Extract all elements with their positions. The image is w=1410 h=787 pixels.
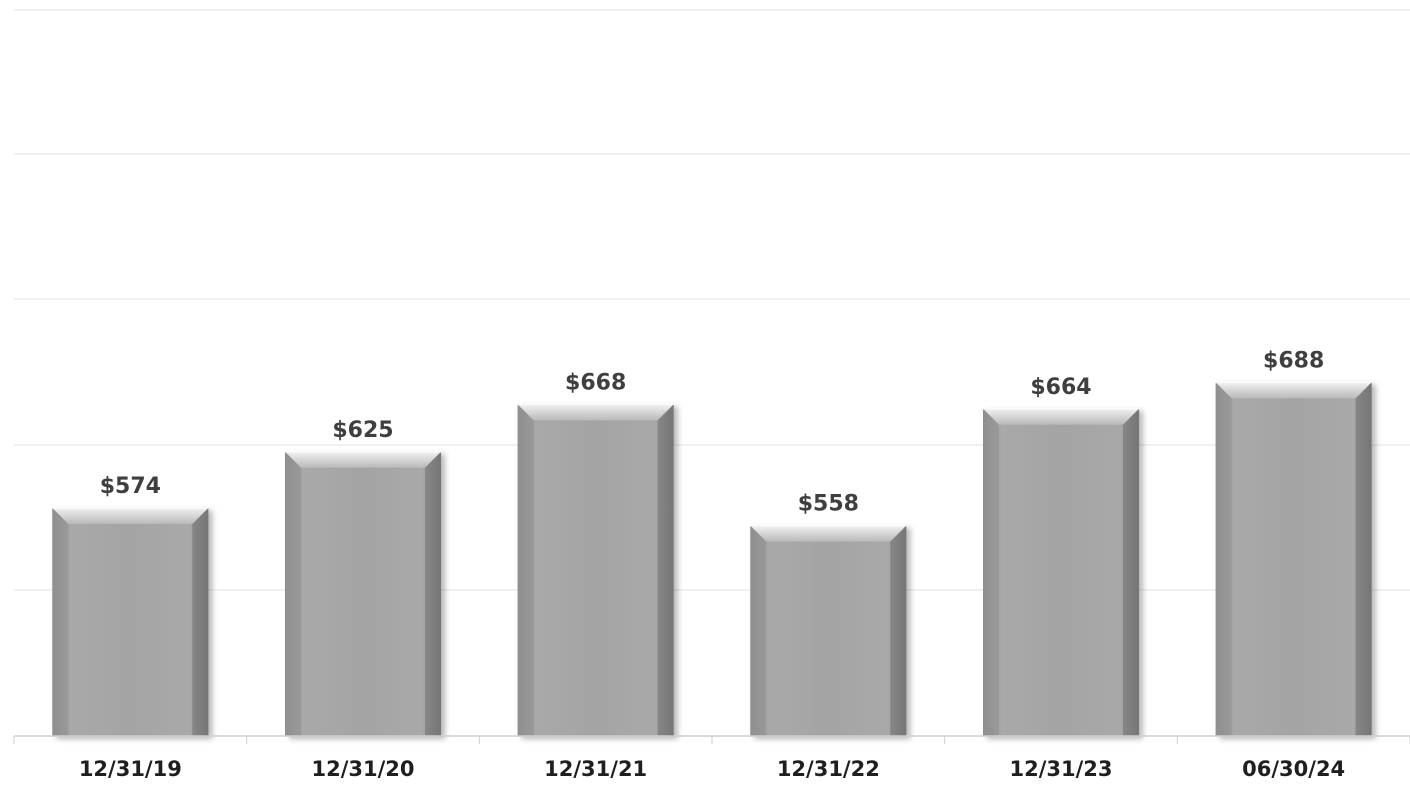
bar-bevel-top: [52, 507, 209, 524]
bar-bevel-top: [517, 404, 674, 421]
bar-bevel-left: [983, 408, 999, 736]
x-tick-label: 12/31/20: [311, 757, 414, 781]
bar-bevel-left: [750, 525, 767, 736]
bar-bevel-left: [1215, 382, 1232, 736]
x-tick-label: 12/31/23: [1009, 757, 1112, 781]
bar-bevel-left: [52, 507, 69, 736]
bar: [517, 403, 674, 736]
bar-bevel-top: [285, 451, 441, 468]
value-label: $574: [100, 474, 161, 499]
value-label: $664: [1030, 375, 1091, 400]
bar-bevel-right: [192, 507, 209, 736]
bar-bevel-top: [1215, 382, 1372, 399]
bar-face: [1215, 382, 1372, 736]
bar-bevel-right: [890, 525, 907, 736]
bar-bevel-left: [517, 404, 534, 736]
bar-bevel-right: [1355, 382, 1372, 736]
bar: [983, 408, 1139, 736]
value-label: $625: [332, 418, 393, 443]
bar: [285, 451, 441, 736]
bar-bevel-top: [983, 408, 1139, 425]
bar-face: [517, 404, 674, 736]
bar-face: [52, 507, 209, 736]
bar-bevel-right: [425, 451, 441, 736]
bar-face: [983, 408, 1139, 736]
bar-face: [750, 525, 907, 736]
value-labels: $574 $625 $668 $558 $664 $688: [100, 348, 1325, 516]
value-label: $668: [565, 370, 626, 395]
x-tick-label: 06/30/24: [1242, 757, 1345, 781]
value-label: $558: [798, 492, 859, 517]
bars: [52, 381, 1372, 736]
x-tick-label: 12/31/21: [544, 757, 647, 781]
bar-bevel-right: [1123, 408, 1139, 736]
x-axis: 12/31/19 12/31/20 12/31/21 12/31/22 12/31/23…: [13, 735, 1410, 781]
gridlines: [14, 9, 1410, 591]
bar: [52, 507, 209, 736]
bar-bevel-right: [657, 404, 674, 736]
bar-bevel-top: [750, 525, 907, 542]
bar: [750, 524, 907, 736]
bar: [1215, 381, 1372, 736]
x-tick-label: 12/31/22: [777, 757, 880, 781]
x-tick-label: 12/31/19: [79, 757, 182, 781]
value-label: $688: [1263, 348, 1324, 373]
bar-bevel-left: [285, 451, 301, 736]
bar-face: [285, 451, 441, 736]
